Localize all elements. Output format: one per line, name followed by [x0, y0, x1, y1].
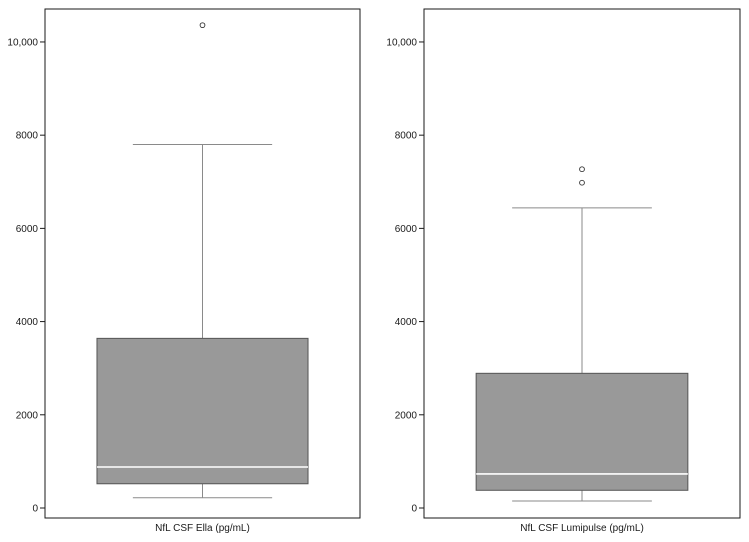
- y-tick-label: 2000: [395, 410, 418, 421]
- y-tick-label: 4000: [16, 317, 39, 328]
- y-tick-label: 2000: [16, 410, 39, 421]
- y-tick-label: 0: [411, 504, 417, 515]
- y-tick-label: 10,000: [7, 37, 38, 48]
- y-tick-label: 6000: [395, 224, 418, 235]
- panel-2: 0 2000 4000 6000 8000 10,000 NfL CSF Lumipulse…: [386, 8, 741, 534]
- y-tick-label: 10,000: [386, 37, 417, 48]
- y-tick-label: 0: [32, 504, 38, 515]
- x-axis-label: NfL CSF Lumipulse (pg/mL): [520, 523, 644, 534]
- y-tick-label: 8000: [395, 131, 418, 142]
- outlier-point: [199, 22, 206, 29]
- y-tick-label: 6000: [16, 224, 39, 235]
- x-axis-label: NfL CSF Ella (pg/mL): [155, 523, 250, 534]
- outlier-point: [579, 166, 585, 173]
- panel-1: 0 2000 4000 6000 8000 10,000 NfL CSF Ella (pg/…: [7, 8, 361, 534]
- y-tick-label: 8000: [16, 131, 39, 142]
- y-tick-label: 4000: [395, 317, 418, 328]
- outlier-point: [579, 179, 585, 186]
- iqr-box: [96, 337, 309, 485]
- iqr-box: [475, 372, 689, 491]
